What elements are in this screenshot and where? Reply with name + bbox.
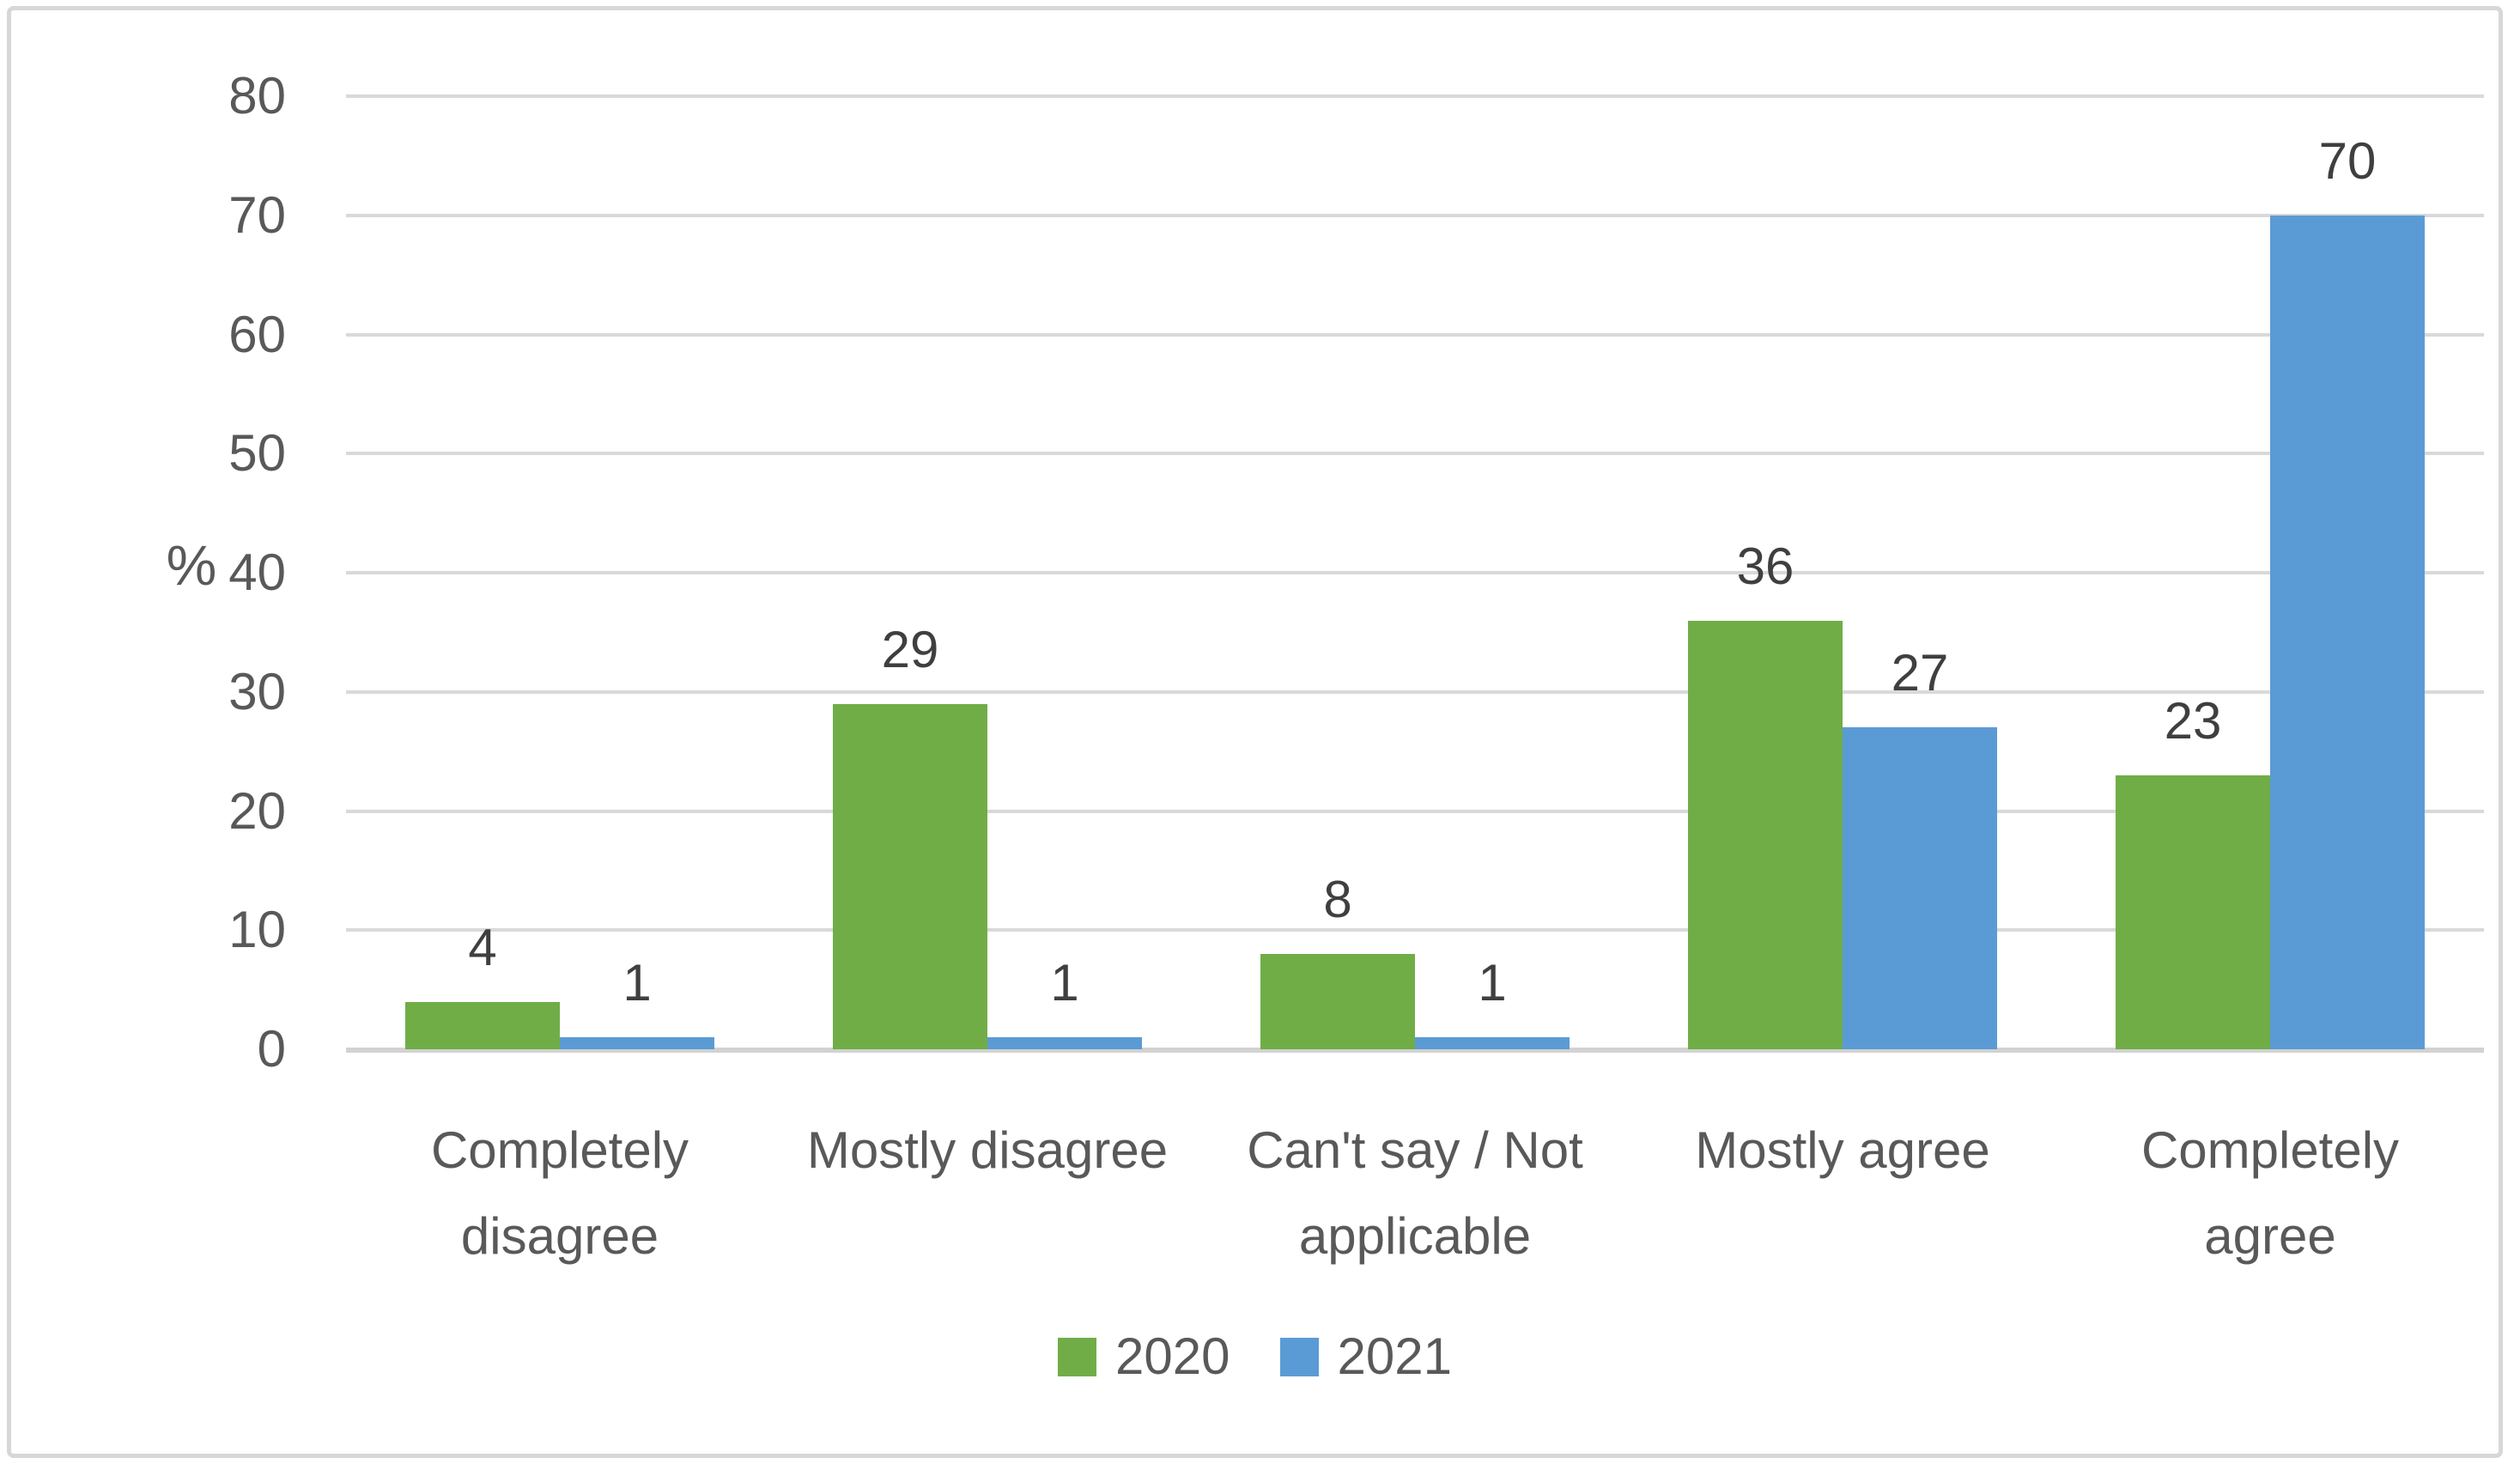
gridline-30 xyxy=(346,689,2484,694)
gridline-20 xyxy=(346,809,2484,813)
y-tick-label-70: 70 xyxy=(228,185,286,244)
y-tick-label-10: 10 xyxy=(228,901,286,959)
category-label-completely-disagree: Completely disagree xyxy=(430,1121,689,1265)
y-tick-label-40: 40 xyxy=(228,544,286,601)
y-tick-label-50: 50 xyxy=(228,424,286,483)
bar-2020-completely-agree xyxy=(2116,774,2270,1049)
category-label-mostly-agree: Mostly agree xyxy=(1695,1121,1990,1179)
bar-value-label-2021-mostly-agree: 27 xyxy=(1891,644,1949,702)
bar-value-label-2021-completely-disagree: 1 xyxy=(622,954,652,1012)
bar-2021-completely-disagree xyxy=(560,1037,714,1049)
gridline-70 xyxy=(346,213,2484,217)
y-tick-label-20: 20 xyxy=(228,781,286,840)
gridline-10 xyxy=(346,928,2484,932)
bar-2021-completely-agree xyxy=(2270,215,2425,1049)
y-axis-title: % xyxy=(166,533,217,597)
bar-2020-mostly-agree xyxy=(1688,620,1843,1049)
y-tick-label-0: 0 xyxy=(257,1020,286,1078)
chart-border: % 0 10 20 30 40 50 60 70 80 4 1 29 1 8 1 36 27 23 70 Comp… xyxy=(7,6,2503,1458)
bar-value-label-2020-completely-disagree: 4 xyxy=(468,918,497,976)
legend-label-2020: 2020 xyxy=(1115,1327,1230,1385)
gridline-80 xyxy=(346,94,2484,98)
x-axis-line xyxy=(346,1048,2484,1053)
legend-item-2020: 2020 xyxy=(1058,1331,1230,1382)
bar-value-label-2020-completely-agree: 23 xyxy=(2164,691,2222,750)
legend-swatch-icon-2020 xyxy=(1058,1337,1097,1376)
bar-value-label-2021-can-t-say-not-applicable: 1 xyxy=(1478,954,1507,1012)
bar-2021-mostly-disagree xyxy=(987,1037,1142,1049)
legend: 2020 2021 xyxy=(11,1331,2499,1382)
category-label-mostly-disagree: Mostly disagree xyxy=(806,1121,1169,1179)
gridline-40 xyxy=(346,571,2484,574)
category-label-completely-agree: Completely agree xyxy=(2140,1121,2400,1265)
gridline-60 xyxy=(346,332,2484,337)
legend-item-2021: 2021 xyxy=(1279,1327,1452,1385)
bar-value-label-2021-completely-agree: 70 xyxy=(2318,131,2377,190)
bar-value-label-2020-can-t-say-not-applicable: 8 xyxy=(1323,871,1352,928)
bar-2020-can-t-say-not-applicable xyxy=(1260,954,1415,1049)
bar-2021-mostly-agree xyxy=(1843,727,1997,1049)
gridline-50 xyxy=(346,452,2484,456)
bar-value-label-2021-mostly-disagree: 1 xyxy=(1050,954,1079,1012)
y-tick-label-30: 30 xyxy=(228,662,286,720)
legend-label-2021: 2021 xyxy=(1337,1327,1452,1385)
category-label-can-t-say-not-applicable: Can't say / Not applicable xyxy=(1247,1121,1583,1265)
y-tick-label-80: 80 xyxy=(228,67,286,125)
bar-2020-completely-disagree xyxy=(405,1001,560,1049)
bar-value-label-2020-mostly-agree: 36 xyxy=(1736,537,1794,595)
bar-value-label-2020-mostly-disagree: 29 xyxy=(881,620,939,678)
plot-area: 4 1 29 1 8 1 36 27 23 70 xyxy=(346,94,2484,1053)
legend-swatch-icon-2021 xyxy=(1279,1337,1319,1376)
bar-2021-can-t-say-not-applicable xyxy=(1415,1037,1570,1049)
y-tick-label-60: 60 xyxy=(228,305,286,363)
bar-2020-mostly-disagree xyxy=(833,703,987,1049)
